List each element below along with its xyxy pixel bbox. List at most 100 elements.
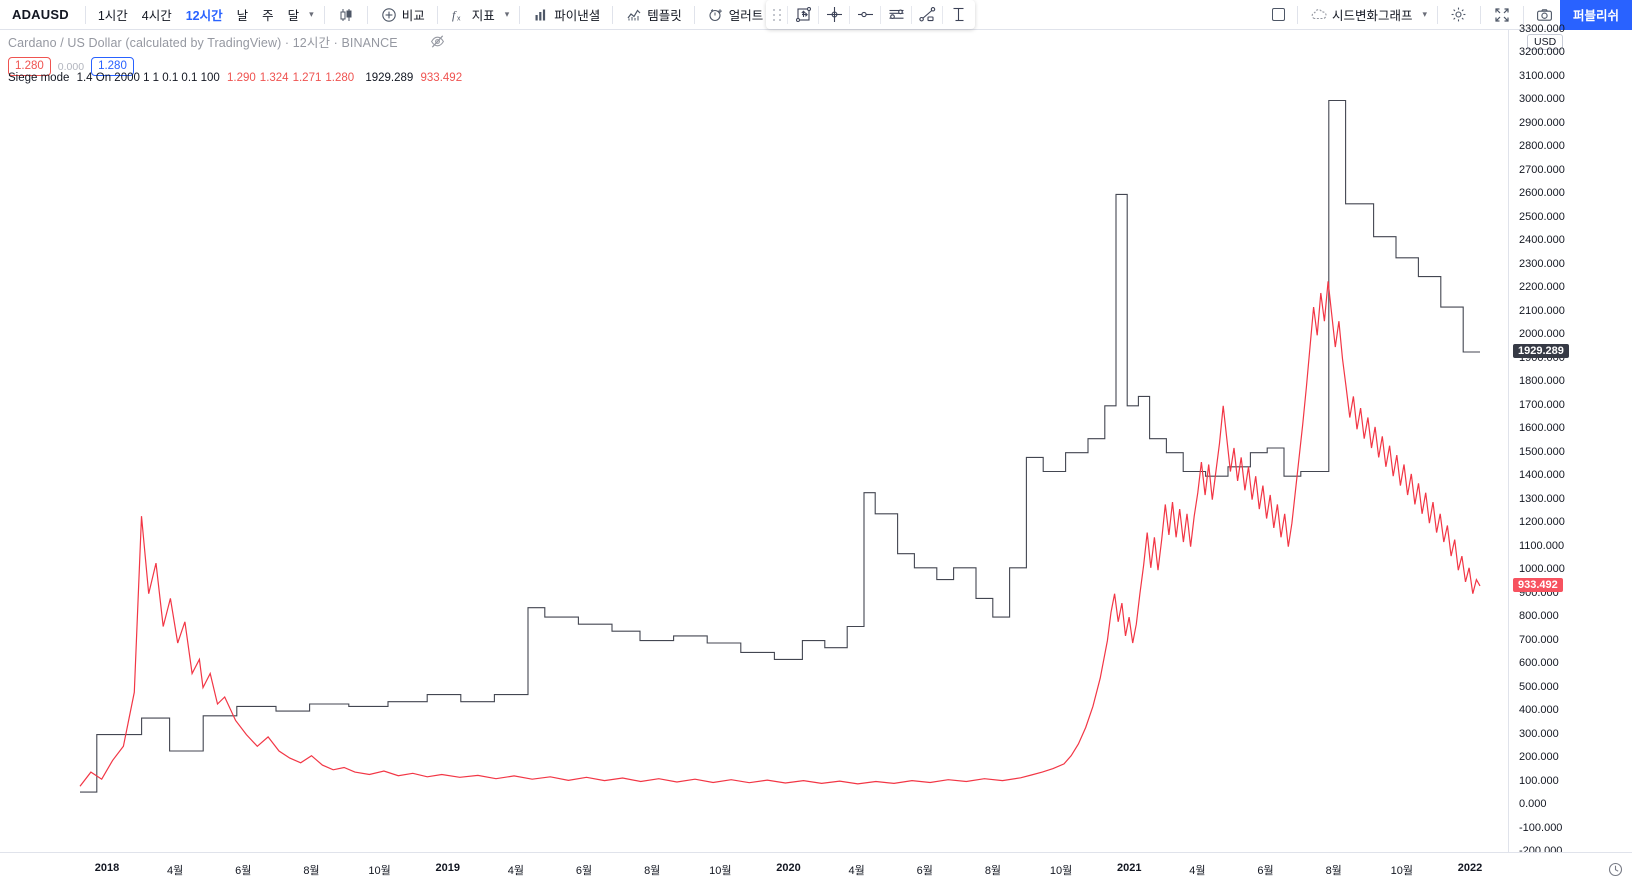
layout-single-icon — [1271, 8, 1285, 21]
price-tick: 300.000 — [1519, 727, 1559, 740]
bar-chart-icon — [532, 6, 550, 24]
time-tick: 4월 — [507, 865, 525, 877]
legend-value-blue: 1.280 — [91, 57, 134, 76]
fx-icon: f x — [450, 6, 468, 24]
toolbar-divider — [1522, 5, 1524, 24]
publish-button[interactable]: 퍼블리쉬 — [1559, 0, 1632, 30]
time-tick: 4월 — [848, 865, 865, 877]
toolbar-divider — [818, 5, 819, 24]
fullscreen-button[interactable] — [1487, 3, 1517, 27]
trend-line-icon[interactable] — [912, 1, 942, 28]
horizontal-lines-icon[interactable] — [881, 1, 911, 28]
price-tick: 400.000 — [1519, 704, 1559, 717]
magnet-snap-icon[interactable] — [788, 1, 818, 28]
legend-title-row: Cardano / US Dollar (calculated by Tradi… — [8, 32, 445, 51]
price-axis[interactable]: USD 3300.000 3200.000 3100.000 3000.000 2900… — [1508, 23, 1632, 857]
legend-values: 1.280 0.000 1.280 — [8, 57, 445, 76]
price-tick: 2400.000 — [1519, 234, 1565, 247]
chart-canvas[interactable] — [0, 30, 1508, 852]
alert-button[interactable]: 얼러트 — [701, 2, 770, 27]
price-tick: 2000.000 — [1519, 328, 1565, 341]
template-button[interactable]: 템플릿 — [619, 2, 688, 27]
saved-layout-label: 시드변화그래프 — [1331, 9, 1413, 23]
indicators-button[interactable]: f x 지표 — [444, 2, 501, 27]
price-tick: 800.000 — [1519, 610, 1559, 623]
crosshair-icon[interactable] — [819, 1, 849, 28]
time-tick: 2020 — [776, 862, 801, 874]
price-tick: 1200.000 — [1519, 516, 1565, 529]
toolbar-divider — [519, 5, 521, 24]
indicator-value-dark: 1929.289 — [365, 72, 414, 84]
toolbar-divider — [1436, 5, 1438, 24]
toolbar-divider — [366, 5, 368, 24]
indicator-legend-row[interactable]: Siege mode 1.4 On 2000 1 1 0.1 0.1 100 1… — [8, 72, 466, 84]
svg-text:f: f — [452, 8, 457, 22]
eye-off-icon[interactable] — [430, 34, 445, 49]
toolbar-divider — [1479, 5, 1481, 24]
time-tick: 6월 — [1257, 865, 1274, 877]
drag-handle-icon[interactable] — [773, 8, 782, 21]
toolbar-divider — [84, 5, 86, 24]
time-tick: 10월 — [368, 865, 391, 877]
timeframe-1[interactable]: 4시간 — [141, 9, 172, 23]
price-tick: 2800.000 — [1519, 140, 1565, 153]
camera-icon — [1536, 6, 1554, 24]
time-tick: 8월 — [984, 865, 1002, 877]
indicator-red-values: 1.290 1.324 1.271 1.280 — [227, 72, 358, 84]
layout-chevron-down-icon[interactable]: ▾ — [1422, 9, 1427, 19]
price-tick: 2600.000 — [1519, 187, 1565, 200]
saved-layout-button[interactable]: 시드변화그래프 — [1304, 2, 1419, 27]
price-tick: 100.000 — [1519, 774, 1559, 787]
price-tick: 1800.000 — [1519, 375, 1565, 388]
time-tick: 2018 — [94, 862, 120, 874]
indicator-red-value-0: 1.290 — [227, 72, 256, 84]
series-seed-change-step — [80, 99, 1480, 793]
timeframe-3[interactable]: 날 — [236, 9, 249, 23]
price-tick: 500.000 — [1519, 680, 1559, 693]
financials-button[interactable]: 파이낸셜 — [526, 2, 606, 27]
price-tick: -100.000 — [1519, 821, 1563, 834]
timeframe-4[interactable]: 주 — [262, 9, 274, 23]
clock-settings-icon[interactable] — [1607, 861, 1624, 883]
timeframe-5[interactable]: 달 — [287, 9, 300, 23]
drawing-tools-group — [766, 0, 975, 29]
symbol-button[interactable]: ADAUSD — [12, 7, 69, 22]
currency-chip[interactable]: USD — [1527, 34, 1564, 50]
indicators-chevron-down-icon[interactable]: ▾ — [504, 9, 510, 19]
compare-label: 비교 — [401, 9, 425, 23]
toolbar-divider — [612, 5, 614, 24]
price-tick: 3300.000 — [1519, 23, 1565, 35]
cloud-dashed-icon — [1310, 6, 1328, 24]
price-tick: 1300.000 — [1519, 492, 1565, 505]
indicator-value-last: 933.492 — [420, 72, 463, 84]
timeframe-0[interactable]: 1시간 — [97, 9, 128, 23]
compare-button[interactable]: 비교 — [374, 2, 431, 27]
price-tick: 2500.000 — [1519, 210, 1565, 223]
time-tick: 4월 — [167, 865, 184, 877]
time-axis[interactable]: 2018 4월 6월 8월 10월 2019 4월 6월 8월 10월 2020 4월 6월 8월 10월 2… — [0, 852, 1632, 887]
price-tick: 3000.000 — [1519, 93, 1565, 106]
time-tick: 2019 — [435, 862, 460, 874]
price-tick: 1000.000 — [1519, 563, 1565, 576]
timeframe-chevron-down-icon[interactable]: ▾ — [309, 9, 314, 19]
toolbar-divider — [1296, 5, 1298, 24]
settings-button[interactable] — [1444, 3, 1474, 27]
snapshot-button[interactable] — [1530, 3, 1560, 27]
indicator-red-value-1: 1.324 — [259, 72, 289, 84]
layout-select-button[interactable] — [1266, 5, 1291, 24]
chart-style-button[interactable] — [331, 3, 361, 27]
measure-icon[interactable] — [943, 1, 973, 28]
plus-circle-icon — [380, 6, 398, 24]
timeframe-2[interactable]: 12시간 — [185, 9, 223, 23]
price-tick: 600.000 — [1519, 657, 1559, 670]
price-tick: 1500.000 — [1519, 445, 1565, 458]
line-chart-icon — [625, 6, 643, 24]
legend-value-mid: 0.000 — [57, 60, 85, 73]
toolbar-divider — [787, 5, 788, 24]
price-tick: 1700.000 — [1519, 398, 1565, 411]
dot-line-icon[interactable] — [850, 1, 880, 28]
indicator-red-value-3: 1.280 — [325, 72, 355, 84]
alarm-clock-icon — [707, 6, 725, 24]
price-tick: 2200.000 — [1519, 281, 1565, 294]
price-tick: 2700.000 — [1519, 163, 1565, 176]
